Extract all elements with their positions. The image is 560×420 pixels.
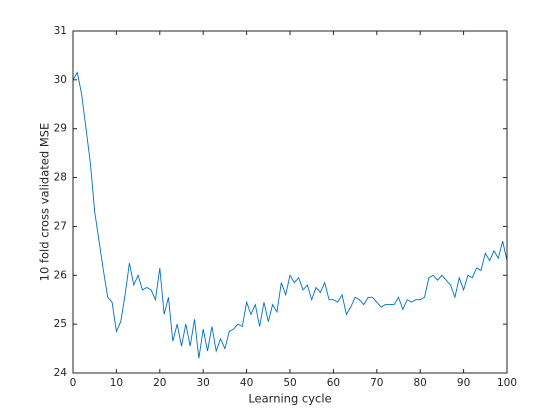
y-tick-label: 28: [54, 172, 67, 184]
x-tick-label: 60: [327, 377, 340, 389]
y-axis-label: 10 fold cross validated MSE: [38, 123, 52, 282]
x-tick-label: 30: [197, 377, 210, 389]
y-tick-label: 29: [54, 123, 67, 135]
y-tick-label: 26: [54, 269, 68, 281]
y-tick-label: 25: [54, 318, 67, 330]
axes-box: [72, 30, 508, 374]
x-tick-label: 20: [153, 377, 166, 389]
x-axis-label: Learning cycle: [248, 392, 331, 406]
y-tick-label: 31: [54, 25, 67, 37]
x-tick-label: 90: [457, 377, 470, 389]
x-tick-label: 40: [240, 377, 253, 389]
plot-area: [73, 31, 507, 373]
y-tick-label: 27: [54, 220, 67, 232]
x-tick-label: 70: [370, 377, 383, 389]
y-tick-label: 24: [54, 367, 68, 379]
x-tick-label: 50: [283, 377, 296, 389]
x-tick-label: 10: [110, 377, 123, 389]
y-tick-label: 30: [54, 74, 67, 86]
data-line: [72, 71, 508, 359]
x-tick-label: 100: [497, 377, 517, 389]
x-tick-label: 80: [414, 377, 427, 389]
x-tick-label: 0: [70, 377, 77, 389]
